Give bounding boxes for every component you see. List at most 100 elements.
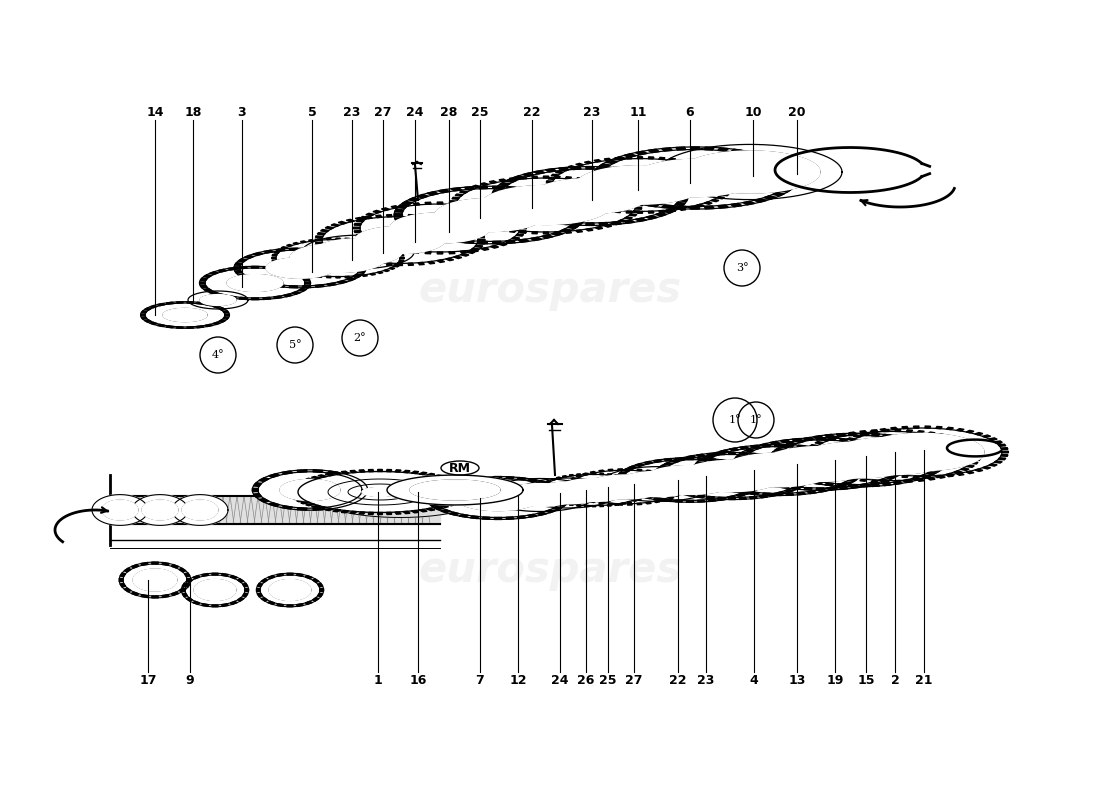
Polygon shape: [675, 186, 685, 190]
Polygon shape: [785, 445, 794, 447]
Polygon shape: [428, 262, 435, 264]
Polygon shape: [937, 476, 945, 478]
Polygon shape: [386, 470, 392, 472]
Polygon shape: [466, 251, 475, 254]
Polygon shape: [592, 172, 602, 175]
Polygon shape: [744, 491, 752, 494]
Polygon shape: [696, 495, 705, 498]
Polygon shape: [600, 466, 716, 502]
Polygon shape: [562, 503, 568, 504]
Polygon shape: [623, 469, 631, 472]
Polygon shape: [616, 479, 623, 481]
Polygon shape: [895, 430, 901, 431]
Polygon shape: [282, 471, 293, 474]
Polygon shape: [561, 493, 569, 496]
Polygon shape: [541, 235, 553, 238]
Polygon shape: [700, 446, 856, 494]
Polygon shape: [201, 604, 209, 606]
Polygon shape: [395, 512, 402, 514]
Polygon shape: [851, 476, 860, 478]
Polygon shape: [472, 222, 481, 225]
Polygon shape: [353, 274, 362, 277]
Polygon shape: [618, 188, 627, 190]
Polygon shape: [860, 442, 870, 444]
Polygon shape: [920, 474, 929, 478]
Polygon shape: [219, 308, 225, 310]
Polygon shape: [176, 326, 183, 328]
Polygon shape: [493, 242, 502, 244]
Polygon shape: [260, 575, 320, 605]
Polygon shape: [462, 491, 470, 493]
Polygon shape: [522, 173, 534, 176]
Polygon shape: [828, 438, 836, 441]
Polygon shape: [902, 479, 913, 482]
Polygon shape: [150, 306, 157, 308]
Polygon shape: [912, 478, 922, 480]
Polygon shape: [659, 466, 668, 468]
Polygon shape: [320, 589, 323, 591]
Polygon shape: [552, 158, 728, 211]
Polygon shape: [317, 276, 322, 278]
Polygon shape: [280, 479, 340, 501]
Polygon shape: [418, 262, 425, 265]
Polygon shape: [764, 196, 777, 199]
Polygon shape: [312, 579, 319, 582]
Polygon shape: [636, 218, 647, 222]
Polygon shape: [311, 477, 320, 478]
Polygon shape: [498, 210, 507, 213]
Polygon shape: [780, 486, 790, 488]
Polygon shape: [298, 289, 307, 291]
Polygon shape: [842, 461, 849, 463]
Polygon shape: [453, 256, 462, 258]
Polygon shape: [485, 478, 595, 511]
Polygon shape: [268, 502, 279, 506]
Polygon shape: [433, 507, 442, 509]
Text: 22: 22: [669, 674, 686, 686]
Polygon shape: [460, 217, 467, 219]
Polygon shape: [272, 260, 277, 262]
Polygon shape: [886, 449, 895, 452]
Polygon shape: [836, 451, 842, 453]
Polygon shape: [870, 471, 878, 474]
Text: 1°: 1°: [728, 415, 741, 425]
Polygon shape: [493, 198, 502, 202]
Polygon shape: [360, 204, 520, 252]
Polygon shape: [302, 278, 310, 281]
Polygon shape: [679, 190, 688, 194]
Polygon shape: [627, 477, 631, 478]
Polygon shape: [854, 466, 861, 469]
Polygon shape: [678, 492, 688, 494]
Polygon shape: [327, 250, 337, 253]
Polygon shape: [306, 504, 315, 506]
Polygon shape: [354, 223, 361, 226]
Polygon shape: [972, 451, 980, 454]
Polygon shape: [351, 498, 361, 502]
Polygon shape: [450, 502, 460, 504]
Polygon shape: [539, 492, 542, 493]
Polygon shape: [362, 274, 367, 276]
Polygon shape: [786, 474, 796, 478]
Polygon shape: [150, 322, 157, 325]
Polygon shape: [454, 500, 463, 502]
Polygon shape: [646, 470, 651, 472]
Polygon shape: [899, 459, 906, 462]
Text: 4: 4: [749, 674, 758, 686]
Polygon shape: [635, 463, 645, 466]
Polygon shape: [258, 478, 268, 482]
Polygon shape: [825, 483, 834, 486]
Polygon shape: [327, 238, 331, 240]
Polygon shape: [185, 573, 190, 577]
Polygon shape: [578, 214, 586, 216]
Polygon shape: [446, 504, 454, 506]
Polygon shape: [718, 460, 727, 462]
Polygon shape: [902, 438, 913, 441]
Polygon shape: [675, 147, 685, 150]
Polygon shape: [815, 468, 823, 470]
Polygon shape: [659, 158, 666, 159]
Polygon shape: [506, 241, 516, 243]
Polygon shape: [736, 470, 745, 473]
Polygon shape: [446, 258, 453, 261]
Polygon shape: [375, 215, 382, 218]
Polygon shape: [608, 470, 614, 471]
Polygon shape: [640, 482, 646, 484]
